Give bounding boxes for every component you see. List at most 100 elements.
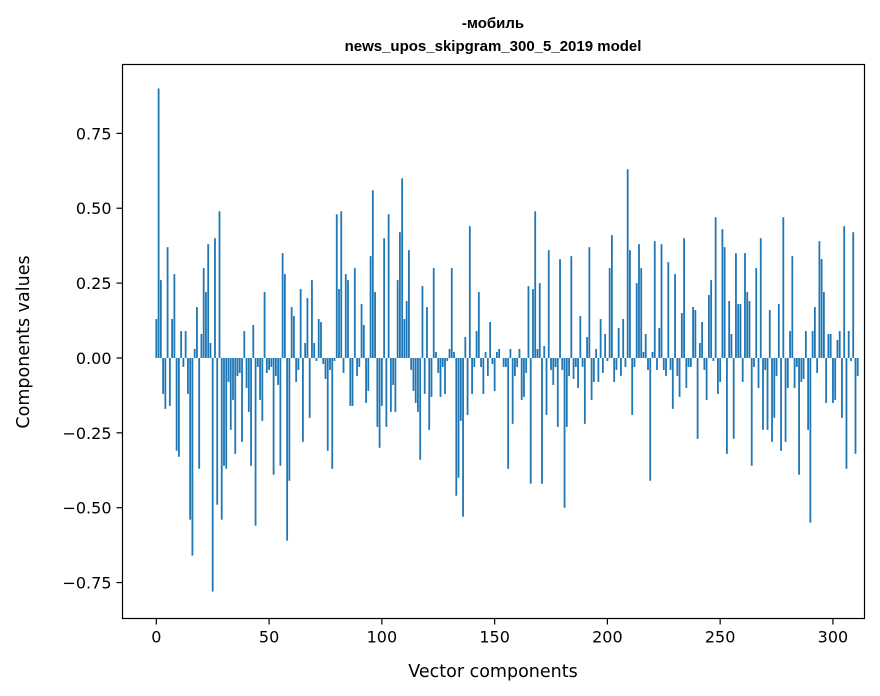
bar-229 [671, 357, 674, 409]
bar-267 [757, 357, 760, 388]
bar-series [155, 88, 859, 592]
bar-131 [450, 268, 453, 358]
bar-56 [281, 253, 284, 358]
bar-55 [279, 357, 282, 466]
bar-15 [189, 357, 192, 520]
bar-311 [856, 357, 859, 376]
bar-272 [768, 310, 771, 358]
bar-140 [471, 357, 473, 394]
bar-208 [624, 357, 627, 367]
bar-225 [662, 357, 665, 370]
bar-258 [737, 304, 740, 358]
bar-232 [678, 357, 681, 397]
bar-190 [583, 357, 586, 424]
bar-31 [225, 357, 228, 469]
bar-307 [847, 331, 850, 358]
bar-63 [297, 357, 300, 370]
bar-3 [162, 357, 164, 394]
bar-296 [823, 292, 825, 358]
bar-303 [838, 331, 841, 358]
bar-107 [396, 280, 399, 358]
bar-262 [746, 292, 749, 358]
y-tick-label: −0.50 [62, 499, 111, 518]
bar-297 [825, 357, 828, 403]
bar-163 [523, 357, 525, 397]
bar-222 [656, 357, 658, 370]
bar-213 [635, 283, 638, 358]
bar-21 [202, 268, 205, 358]
bar-111 [405, 301, 408, 358]
bar-25 [211, 357, 214, 592]
bar-202 [611, 235, 613, 358]
bar-93 [365, 357, 367, 403]
bar-289 [807, 357, 810, 430]
bar-47 [261, 357, 264, 421]
bar-160 [516, 357, 519, 367]
bar-132 [453, 351, 455, 358]
bar-52 [272, 357, 275, 475]
bar-45 [256, 357, 259, 367]
bar-230 [674, 274, 676, 358]
bar-142 [475, 331, 478, 358]
bar-212 [633, 357, 636, 367]
bar-148 [489, 322, 492, 358]
bar-252 [723, 247, 726, 358]
bar-46 [259, 357, 261, 400]
x-tick-label: 50 [259, 628, 279, 647]
bar-28 [218, 211, 221, 358]
bar-188 [579, 316, 582, 358]
bar-117 [419, 357, 422, 460]
bar-143 [477, 292, 480, 358]
bar-138 [466, 357, 469, 415]
bar-214 [638, 244, 640, 358]
bar-129 [446, 357, 449, 361]
bar-167 [532, 289, 534, 358]
bar-118 [421, 286, 424, 358]
bar-224 [660, 244, 663, 358]
bar-284 [795, 357, 798, 367]
bar-162 [520, 357, 523, 400]
bar-189 [581, 357, 584, 367]
bar-67 [306, 298, 309, 358]
bar-169 [536, 348, 539, 358]
bar-96 [371, 190, 374, 358]
bar-82 [340, 211, 343, 358]
x-axis-label: Vector components [408, 662, 577, 682]
bar-308 [850, 357, 852, 361]
bar-205 [617, 328, 620, 358]
bar-159 [514, 357, 516, 376]
bar-156 [507, 357, 510, 469]
bar-309 [852, 232, 855, 358]
bar-97 [374, 292, 376, 358]
bar-124 [435, 351, 437, 358]
bar-35 [234, 357, 237, 454]
bar-8 [173, 274, 176, 358]
bar-198 [601, 357, 604, 373]
bar-250 [719, 357, 722, 382]
bar-206 [620, 357, 622, 376]
bar-24 [209, 343, 212, 358]
bar-231 [676, 357, 679, 376]
bar-141 [473, 357, 476, 367]
bar-298 [827, 334, 830, 358]
bar-44 [254, 357, 257, 526]
bar-112 [408, 250, 410, 358]
bar-220 [651, 351, 654, 358]
bar-234 [683, 238, 685, 358]
bar-290 [809, 357, 812, 523]
bar-94 [367, 357, 370, 391]
bar-2 [159, 280, 162, 358]
bar-171 [541, 357, 543, 484]
bar-191 [586, 337, 588, 358]
bar-172 [543, 345, 546, 358]
bar-264 [750, 357, 753, 466]
bar-166 [529, 357, 532, 484]
bar-125 [437, 357, 440, 373]
bar-282 [791, 256, 794, 358]
bar-98 [376, 357, 379, 427]
bar-43 [252, 325, 255, 358]
bar-64 [299, 289, 302, 358]
bar-72 [317, 319, 320, 358]
y-tick-label: 0.75 [76, 124, 112, 143]
bar-121 [428, 357, 431, 430]
